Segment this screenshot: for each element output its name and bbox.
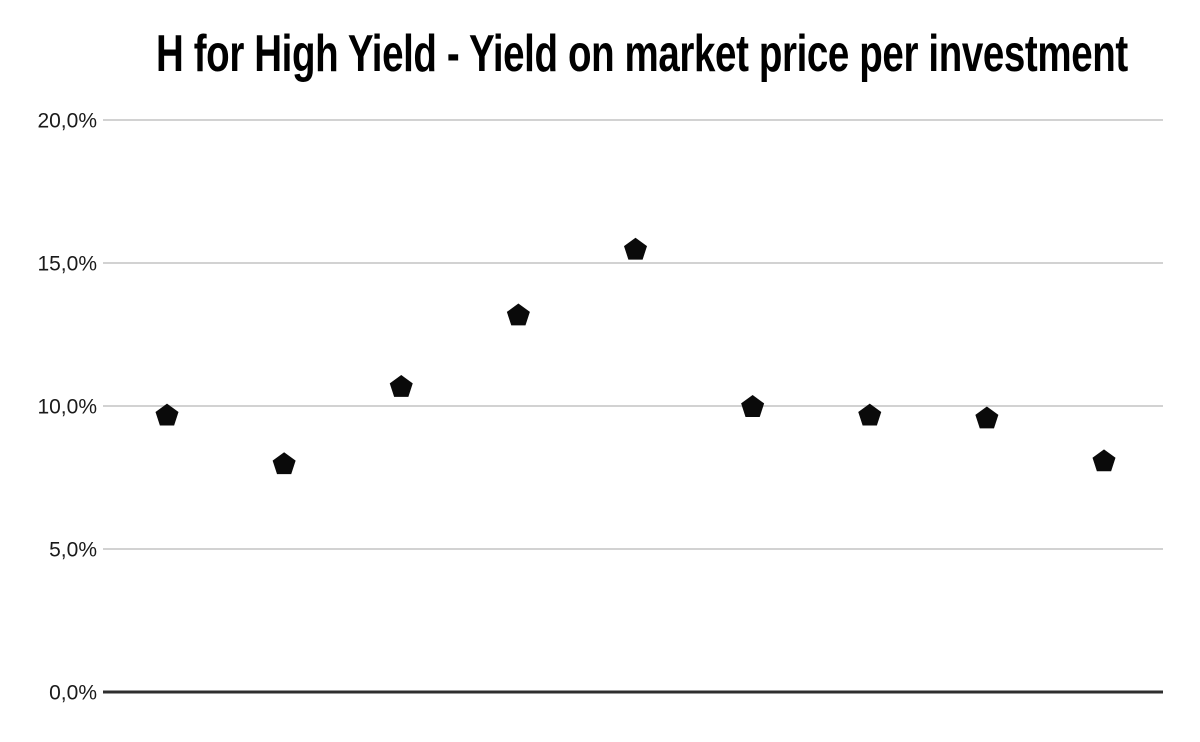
y-axis-tick-label: 0,0% — [49, 682, 97, 705]
y-axis-tick-label: 10,0% — [37, 396, 97, 419]
data-point-marker — [858, 403, 882, 426]
y-axis-tick-label: 20,0% — [37, 110, 97, 133]
y-axis-tick-label: 5,0% — [49, 539, 97, 562]
data-point-marker — [1092, 449, 1116, 472]
data-point-marker — [272, 452, 296, 475]
data-point-marker — [506, 303, 530, 326]
data-point-marker — [624, 237, 647, 260]
data-point-marker — [155, 403, 179, 426]
data-point-marker — [389, 375, 413, 397]
chart-title: H for High Yield - Yield on market price… — [156, 25, 1128, 83]
data-point-marker — [741, 395, 765, 417]
data-point-marker — [975, 406, 999, 429]
y-axis-tick-label: 15,0% — [37, 253, 97, 276]
